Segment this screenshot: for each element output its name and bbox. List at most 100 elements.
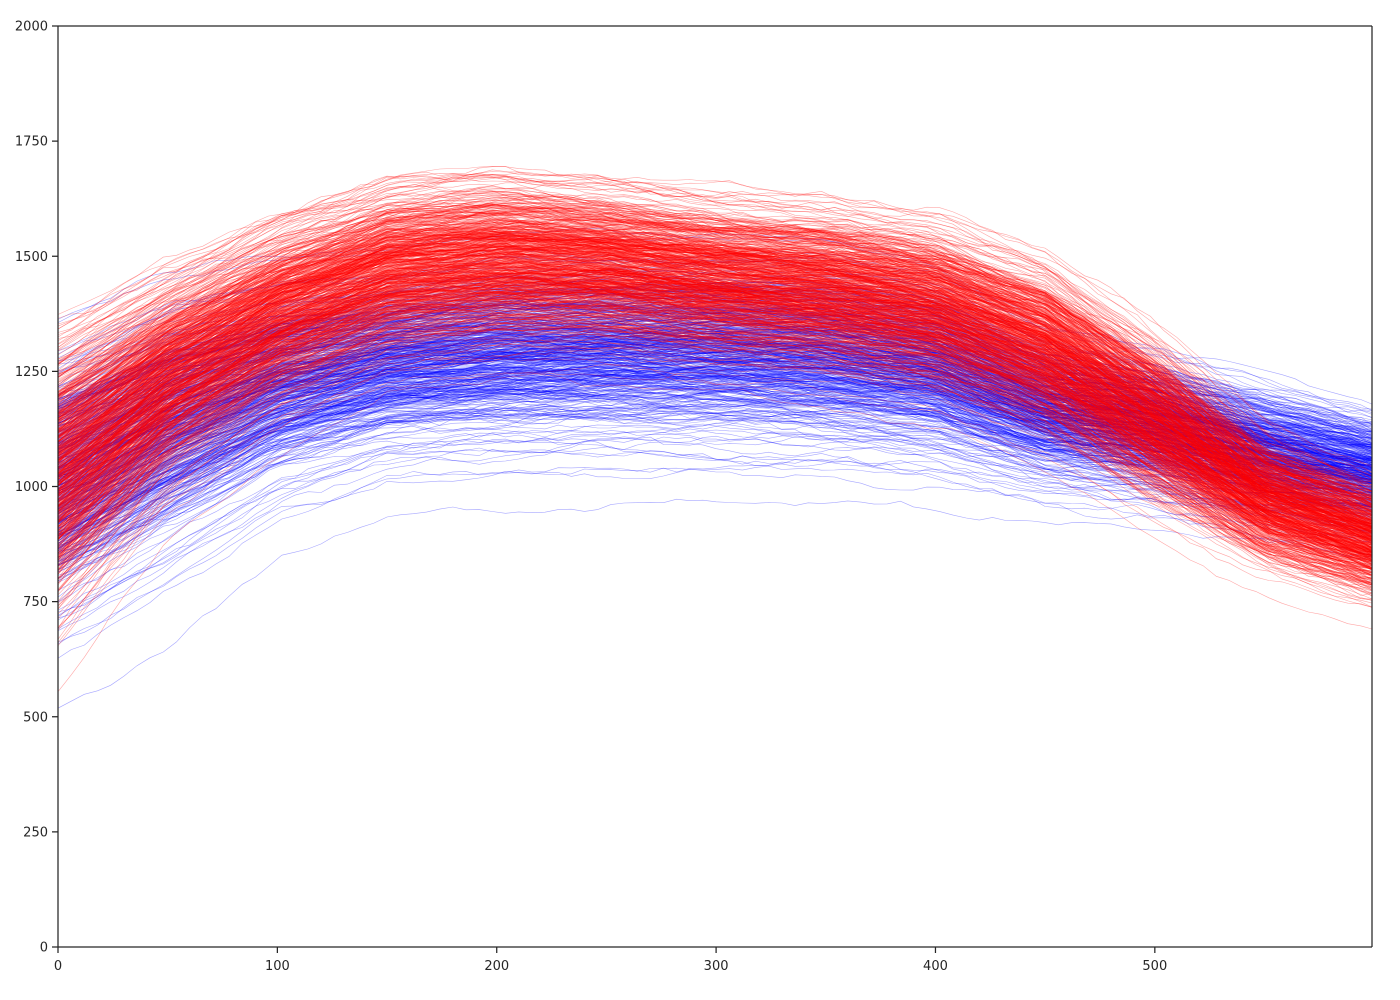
series-trace (57, 287, 1373, 440)
series-trace (57, 350, 1373, 488)
series-trace (57, 395, 1373, 561)
series-trace (57, 335, 1373, 484)
series-trace (57, 281, 1373, 433)
series-trace (57, 348, 1373, 480)
series-trace (57, 361, 1373, 502)
series-trace (57, 310, 1373, 450)
series-trace (57, 316, 1373, 468)
series-trace (57, 349, 1373, 516)
series-trace (57, 313, 1373, 458)
series-trace (57, 413, 1373, 560)
series-trace (57, 372, 1373, 539)
series-trace (57, 306, 1373, 458)
series-trace (57, 354, 1373, 483)
series-trace (57, 321, 1373, 478)
series-trace (57, 356, 1373, 492)
series-trace (57, 311, 1373, 466)
series-trace (57, 353, 1373, 529)
series-trace (57, 298, 1373, 458)
series-trace (57, 356, 1373, 515)
series-trace (57, 498, 1373, 709)
series-trace (57, 285, 1373, 436)
series-trace (57, 303, 1373, 444)
y-tick-label: 1750 (15, 135, 48, 150)
series-trace (57, 339, 1373, 480)
series-trace (57, 311, 1373, 457)
series-trace (57, 326, 1373, 492)
series-trace (57, 347, 1373, 485)
series-trace (57, 305, 1373, 458)
series-trace (57, 354, 1373, 494)
series-trace (57, 342, 1373, 485)
series-trace (57, 385, 1373, 523)
series-trace (57, 388, 1373, 544)
series-trace (57, 340, 1373, 506)
series-trace (57, 306, 1373, 457)
series-trace (57, 340, 1373, 508)
series-trace (57, 366, 1373, 506)
series-trace (57, 334, 1373, 482)
series-trace (57, 370, 1373, 503)
series-trace (57, 283, 1373, 430)
series-trace (57, 280, 1373, 428)
series-trace (57, 385, 1373, 529)
series-trace (57, 277, 1373, 433)
series-trace (57, 315, 1373, 459)
series-trace (57, 300, 1373, 453)
series-trace (57, 382, 1373, 534)
series-trace (57, 399, 1373, 562)
series-trace (57, 406, 1373, 563)
y-tick-label: 1000 (15, 480, 48, 495)
series-trace (57, 388, 1373, 521)
series-trace (57, 320, 1373, 467)
series-trace (57, 337, 1373, 486)
series-trace (57, 391, 1373, 536)
series-trace (57, 365, 1373, 519)
series-trace (57, 339, 1373, 476)
series-trace (57, 306, 1373, 445)
series-trace (57, 373, 1373, 508)
series-trace (57, 352, 1373, 489)
series-trace (57, 304, 1373, 461)
series-trace (57, 401, 1373, 582)
series-trace (57, 352, 1373, 491)
series-trace (57, 460, 1373, 659)
series-trace (57, 292, 1373, 482)
series-trace (57, 256, 1373, 430)
series-trace (57, 403, 1373, 573)
series-trace (57, 311, 1373, 463)
series-trace (57, 285, 1373, 450)
series-trace (57, 331, 1373, 491)
series-trace (57, 352, 1373, 490)
series-trace (57, 336, 1373, 497)
series-trace (57, 370, 1373, 535)
series-trace (57, 354, 1373, 498)
series-trace (57, 410, 1373, 579)
series-trace (57, 256, 1373, 418)
series-trace (57, 312, 1373, 450)
series-trace (57, 337, 1373, 478)
series-trace (57, 367, 1373, 516)
series-trace (57, 360, 1373, 500)
series-trace (57, 411, 1373, 551)
series-trace (57, 373, 1373, 513)
series-trace (57, 384, 1373, 539)
series-trace (57, 408, 1373, 565)
series-trace (57, 351, 1373, 509)
series-trace (57, 388, 1373, 523)
series-trace (57, 332, 1373, 482)
series-trace (57, 321, 1373, 483)
y-tick-label: 2000 (15, 20, 48, 35)
series-trace (57, 329, 1373, 468)
series-trace (57, 282, 1373, 438)
series-trace (57, 300, 1373, 446)
series-trace (57, 289, 1373, 438)
series-trace (57, 367, 1373, 515)
series-trace (57, 318, 1373, 477)
series-trace (57, 378, 1373, 509)
series-trace (57, 290, 1372, 438)
series-trace (57, 354, 1373, 490)
series-trace (57, 336, 1373, 483)
series-trace (57, 339, 1373, 512)
series-trace (57, 350, 1373, 510)
